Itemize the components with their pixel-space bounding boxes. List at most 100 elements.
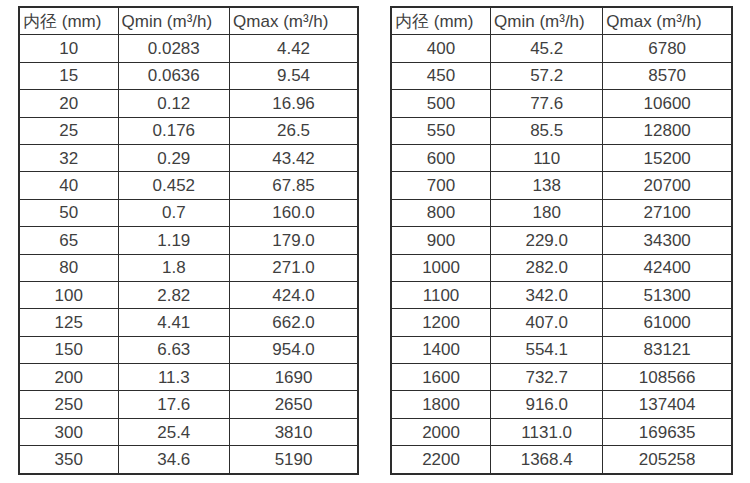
table-cell: 1.8 [118, 254, 230, 281]
table-row: 70013820700 [391, 172, 732, 199]
table-cell: 954.0 [230, 336, 358, 363]
table-cell: 0.7 [118, 199, 230, 226]
table-cell: 138 [491, 172, 603, 199]
table-row: 25017.62650 [19, 391, 358, 418]
table-cell: 50 [19, 199, 118, 226]
table-cell: 51300 [603, 281, 732, 308]
table-cell: 271.0 [230, 254, 358, 281]
table-cell: 2000 [391, 418, 491, 445]
table-cell: 160.0 [230, 199, 358, 226]
table-cell: 700 [391, 172, 491, 199]
table-cell: 1800 [391, 391, 491, 418]
table-cell: 57.2 [491, 62, 603, 89]
table-cell: 110 [491, 144, 603, 171]
table-cell: 67.85 [230, 172, 358, 199]
table-cell: 0.452 [118, 172, 230, 199]
table-cell: 85.5 [491, 117, 603, 144]
table-row: 1002.82424.0 [19, 281, 358, 308]
table-cell: 4.41 [118, 309, 230, 336]
table-cell: 108566 [603, 364, 732, 391]
table-cell: 12800 [603, 117, 732, 144]
flow-table-large-diameters: 内径 (mm)Qmin (m³/h)Qmax (m³/h)40045.26780… [390, 6, 733, 475]
table-cell: 10600 [603, 90, 732, 117]
table-cell: 20 [19, 90, 118, 117]
table-cell: 45.2 [491, 35, 603, 62]
table-row: 55085.512800 [391, 117, 732, 144]
table-cell: 0.0636 [118, 62, 230, 89]
table-cell: 600 [391, 144, 491, 171]
table-cell: 25 [19, 117, 118, 144]
table-cell: 169635 [603, 418, 732, 445]
table-cell: 34.6 [118, 446, 230, 474]
table-row: 1000282.042400 [391, 254, 732, 281]
table-row: 400.45267.85 [19, 172, 358, 199]
table-cell: 205258 [603, 446, 732, 474]
table-row: 60011015200 [391, 144, 732, 171]
table-cell: 77.6 [491, 90, 603, 117]
table-row: 900229.034300 [391, 227, 732, 254]
column-header: Qmax (m³/h) [230, 7, 358, 35]
column-header: 内径 (mm) [19, 7, 118, 35]
table-cell: 500 [391, 90, 491, 117]
flow-rate-spec-page: 内径 (mm)Qmin (m³/h)Qmax (m³/h)100.02834.4… [0, 0, 750, 483]
table-row: 320.2943.42 [19, 144, 358, 171]
table-cell: 65 [19, 227, 118, 254]
table-cell: 5190 [230, 446, 358, 474]
table-cell: 1200 [391, 309, 491, 336]
table-cell: 16.96 [230, 90, 358, 117]
table-cell: 450 [391, 62, 491, 89]
table-cell: 0.0283 [118, 35, 230, 62]
table-cell: 27100 [603, 199, 732, 226]
table-cell: 800 [391, 199, 491, 226]
table-cell: 1100 [391, 281, 491, 308]
table-cell: 61000 [603, 309, 732, 336]
column-header: Qmax (m³/h) [603, 7, 732, 35]
table-cell: 0.176 [118, 117, 230, 144]
table-row: 1100342.051300 [391, 281, 732, 308]
table-cell: 916.0 [491, 391, 603, 418]
table-cell: 400 [391, 35, 491, 62]
table-row: 1800916.0137404 [391, 391, 732, 418]
table-cell: 2650 [230, 391, 358, 418]
table-cell: 80 [19, 254, 118, 281]
table-cell: 137404 [603, 391, 732, 418]
table-cell: 43.42 [230, 144, 358, 171]
column-header: 内径 (mm) [391, 7, 491, 35]
table-cell: 83121 [603, 336, 732, 363]
table-row: 20011.31690 [19, 364, 358, 391]
table-cell: 26.5 [230, 117, 358, 144]
column-header: Qmin (m³/h) [118, 7, 230, 35]
table-cell: 2200 [391, 446, 491, 474]
flow-table-small-diameters: 内径 (mm)Qmin (m³/h)Qmax (m³/h) 100.0283 4.4… [18, 6, 359, 475]
table-cell: 20700 [603, 172, 732, 199]
table-cell: 732.7 [491, 364, 603, 391]
table-row: 1400554.183121 [391, 336, 732, 363]
table-cell: 11.3 [118, 364, 230, 391]
table-cell: 100 [19, 281, 118, 308]
table-cell: 8570 [603, 62, 732, 89]
table-cell: 179.0 [230, 227, 358, 254]
table-cell: 2.82 [118, 281, 230, 308]
table-cell: 25.4 [118, 418, 230, 445]
table-cell: 0.12 [118, 90, 230, 117]
table-cell: 10 [19, 35, 118, 62]
table-row: 40045.26780 [391, 35, 732, 62]
table-cell: 407.0 [491, 309, 603, 336]
table-row: 20001131.0169635 [391, 418, 732, 445]
table-row: 1506.63954.0 [19, 336, 358, 363]
table-row: 250.17626.5 [19, 117, 358, 144]
table-row: 50077.610600 [391, 90, 732, 117]
table-cell: 180 [491, 199, 603, 226]
table-cell: 554.1 [491, 336, 603, 363]
table-cell: 1131.0 [491, 418, 603, 445]
table-cell: 1690 [230, 364, 358, 391]
table-cell: 1000 [391, 254, 491, 281]
table-cell: 32 [19, 144, 118, 171]
table-cell: 342.0 [491, 281, 603, 308]
table-cell: 550 [391, 117, 491, 144]
table-cell: 0.29 [118, 144, 230, 171]
table-cell: 3810 [230, 418, 358, 445]
table-cell: 424.0 [230, 281, 358, 308]
table-cell: 200 [19, 364, 118, 391]
table-cell: 282.0 [491, 254, 603, 281]
